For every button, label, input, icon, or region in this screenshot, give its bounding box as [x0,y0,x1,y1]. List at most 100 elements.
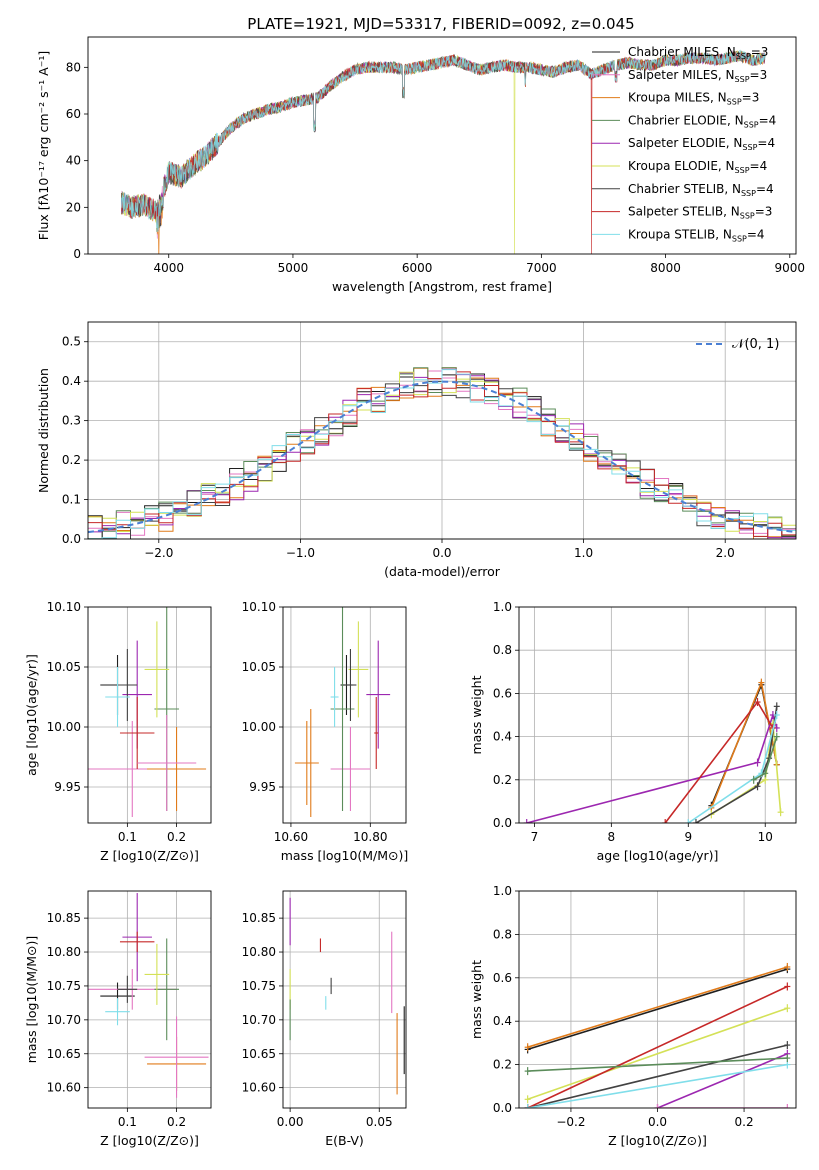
weight-line [527,968,788,1051]
y-tick-label: 10.00 [47,720,81,734]
axes-frame [87,890,212,1109]
y-tick-label: 10.75 [242,979,276,993]
plot-area-mass_vs_Z [88,893,209,1098]
panel-weight_vs_age: 7 8 9 10 0.0 0.2 0.4 0.6 0.8 1.0 age [log10(age/yr… [469,600,797,863]
x-axis-label: Z [log10(Z/Z⊙)] [608,1133,707,1148]
y-tick-label: 10.85 [47,911,81,925]
y-tick-label: 10.80 [47,945,81,959]
x-axis-label: Z [log10(Z/Z⊙)] [100,848,199,863]
y-tick-label: 0.5 [62,335,81,349]
x-axis-label: Z [log10(Z/Z⊙)] [100,1133,199,1148]
y-axis-label: mass weight [469,960,484,1039]
x-axis-label: mass [log10(M/M⊙)] [281,848,409,863]
x-tick-label: 7 [531,830,539,844]
y-tick-label: 0.4 [493,1014,512,1028]
y-axis-label: Flux [fλ10⁻¹⁷ erg cm⁻² s⁻¹ A⁻¹] [36,51,51,240]
x-tick-label: 9 [684,830,692,844]
legend-entry: Salpeter ELODIE, NSSP=4 [628,136,775,152]
x-tick-label: 8000 [650,261,681,275]
y-tick-label: 1.0 [493,884,512,898]
x-tick-label: 0.2 [735,1115,754,1129]
plot-area-age_vs_Z [88,607,207,817]
x-tick-label: 9000 [775,261,806,275]
plot-area-residuals [88,367,796,539]
weight-line [526,712,778,823]
y-tick-label: 0.8 [493,643,512,657]
y-tick-label: 10.60 [47,1081,81,1095]
axes-frame [282,890,407,1109]
x-tick-label: 0.0 [432,546,451,560]
spectrum-line [121,49,766,233]
y-tick-label: 1.0 [493,600,512,614]
x-tick-label: 6000 [402,261,433,275]
normal-reference-curve [88,380,796,534]
y-tick-label: 10.05 [47,660,81,674]
y-tick-label: 0.4 [62,374,81,388]
x-tick-label: 7000 [526,261,557,275]
y-tick-label: 60 [66,107,81,121]
panel-spectrum: 4000 5000 6000 7000 8000 9000 0 20 40 60 80 wavelen… [36,36,806,294]
y-tick-label: 0.6 [493,686,512,700]
y-axis-label: Normed distribution [36,368,51,493]
y-tick-label: 0.3 [62,414,81,428]
legend-entry: Salpeter MILES, NSSP=3 [628,68,767,84]
histogram-step [88,367,796,539]
x-axis-label: age [log10(age/yr)] [597,848,719,863]
figure-title: PLATE=1921, MJD=53317, FIBERID=0092, z=0… [247,15,634,33]
legend-entry: Chabrier STELIB, NSSP=4 [628,182,774,198]
residuals-legend: 𝒩(0, 1) [696,337,779,352]
panel-age_vs_Z: 0.1 0.2 9.95 10.00 10.05 10.10 Z [log10(Z/Z⊙)]… [24,600,212,863]
weight-line [527,1044,788,1108]
x-tick-label: 10.60 [274,830,308,844]
y-tick-label: 0.1 [62,493,81,507]
y-tick-label: 10.10 [47,600,81,614]
plot-area-mass_vs_ebv [289,897,405,1095]
x-tick-label: −0.2 [556,1115,585,1129]
y-axis-label: mass weight [469,675,484,754]
y-tick-label: 10.80 [242,945,276,959]
y-tick-label: 10.75 [47,979,81,993]
x-tick-label: 8 [608,830,616,844]
y-tick-label: 10.85 [242,911,276,925]
y-axis-label: age [log10(age/yr)] [24,654,39,776]
legend-entry: Kroupa STELIB, NSSP=4 [628,227,765,243]
x-tick-label: 0.1 [118,1115,137,1129]
legend-entry: Kroupa ELODIE, NSSP=4 [628,159,767,175]
panel-residuals: −2.0 −1.0 0.0 1.0 2.0 0.0 0.1 0.2 0.3 0.4 0.5 (data… [36,321,797,579]
x-tick-label: 2.0 [716,546,735,560]
x-tick-label: 0.1 [118,830,137,844]
y-tick-label: 0.4 [493,730,512,744]
x-tick-label: 0.2 [167,830,186,844]
x-tick-label: 10.80 [353,830,387,844]
y-tick-label: 9.95 [249,780,276,794]
weight-line [527,1007,788,1101]
plot-area-weight_vs_age [523,678,784,823]
spectrum-legend: Chabrier MILES, NSSP=3 Salpeter MILES, NS… [592,45,776,243]
y-tick-label: 0.0 [493,816,512,830]
y-tick-label: 0.0 [62,532,81,546]
y-tick-label: 20 [66,200,81,214]
weight-line [695,706,778,823]
y-tick-label: 10.65 [47,1047,81,1061]
panel-mass_vs_Z: 0.1 0.2 10.60 10.65 10.70 10.75 10.80 10.85 Z [l… [24,890,212,1148]
y-tick-label: 0.2 [493,773,512,787]
weight-line [527,985,788,1108]
axes-frame [87,606,212,824]
y-tick-label: 10.60 [242,1081,276,1095]
legend-entry: Kroupa MILES, NSSP=3 [628,91,759,107]
panel-age_vs_mass: 10.60 10.80 9.95 10.00 10.05 10.10 mass [log10… [242,600,409,863]
x-tick-label: 4000 [153,261,184,275]
plot-area-spectrum [121,49,766,254]
x-tick-label: −2.0 [144,546,173,560]
legend-entry: Salpeter STELIB, NSSP=3 [628,205,772,221]
x-tick-label: 0.05 [366,1115,393,1129]
x-tick-label: 1.0 [574,546,593,560]
x-tick-label: −1.0 [286,546,315,560]
x-tick-label: 5000 [278,261,309,275]
legend-label: 𝒩(0, 1) [732,337,779,352]
y-tick-label: 0.8 [493,927,512,941]
y-tick-label: 10.05 [242,660,276,674]
y-tick-label: 0 [73,247,81,261]
weight-line [527,1063,788,1108]
axes-frame [87,36,797,255]
